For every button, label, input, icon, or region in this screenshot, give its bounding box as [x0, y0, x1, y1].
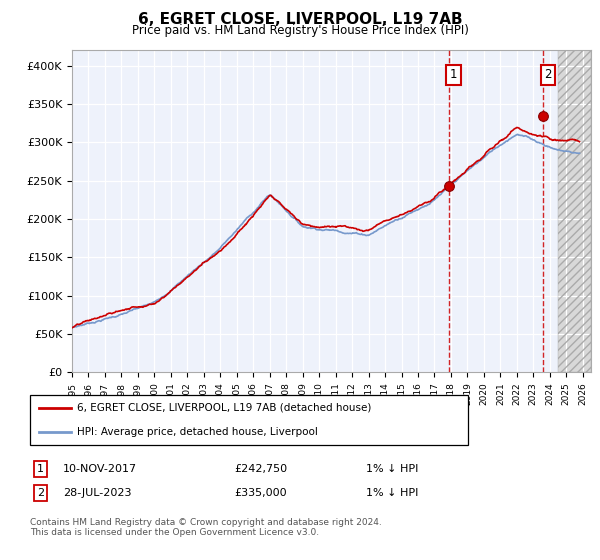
Text: 6, EGRET CLOSE, LIVERPOOL, L19 7AB: 6, EGRET CLOSE, LIVERPOOL, L19 7AB	[137, 12, 463, 27]
Bar	[558, 50, 591, 372]
Text: Contains HM Land Registry data © Crown copyright and database right 2024.
This d: Contains HM Land Registry data © Crown c…	[30, 518, 382, 538]
Text: Price paid vs. HM Land Registry's House Price Index (HPI): Price paid vs. HM Land Registry's House …	[131, 24, 469, 36]
Text: 2: 2	[544, 68, 551, 81]
Text: 6, EGRET CLOSE, LIVERPOOL, L19 7AB (detached house): 6, EGRET CLOSE, LIVERPOOL, L19 7AB (deta…	[77, 403, 371, 413]
Text: 1: 1	[37, 464, 44, 474]
Text: 1% ↓ HPI: 1% ↓ HPI	[366, 488, 418, 498]
Text: 2: 2	[37, 488, 44, 498]
Text: 10-NOV-2017: 10-NOV-2017	[63, 464, 137, 474]
Text: £335,000: £335,000	[234, 488, 287, 498]
Text: 1% ↓ HPI: 1% ↓ HPI	[366, 464, 418, 474]
Text: HPI: Average price, detached house, Liverpool: HPI: Average price, detached house, Live…	[77, 427, 317, 437]
Text: 1: 1	[450, 68, 457, 81]
Bar	[558, 50, 591, 372]
Text: 28-JUL-2023: 28-JUL-2023	[63, 488, 131, 498]
Text: £242,750: £242,750	[234, 464, 287, 474]
